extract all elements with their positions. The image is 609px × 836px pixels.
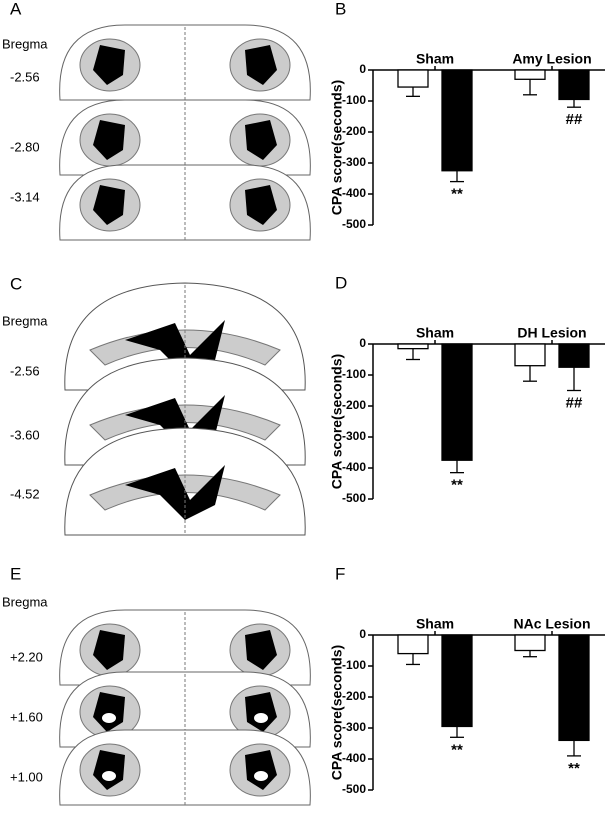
panel-label: D	[335, 273, 347, 292]
y-tick-label: -500	[342, 782, 366, 796]
lesion	[93, 692, 125, 732]
brain-section	[59, 24, 311, 101]
lesion	[245, 45, 277, 85]
lesion	[245, 120, 277, 160]
significance: **	[451, 186, 463, 203]
y-tick-label: -300	[342, 720, 366, 734]
y-tick-label: -300	[342, 155, 366, 169]
spared	[102, 713, 116, 723]
lesion	[93, 120, 125, 160]
bar	[558, 634, 590, 742]
y-tick-label: -200	[342, 398, 366, 412]
y-tick-label: -500	[342, 217, 366, 231]
bar	[441, 634, 473, 728]
bar	[514, 343, 546, 367]
y-tick-label: -500	[342, 491, 366, 505]
bregma-heading: Bregma	[2, 36, 48, 51]
y-tick-label: -200	[342, 124, 366, 138]
spared	[254, 713, 268, 723]
bregma-level: -3.14	[10, 189, 40, 204]
bar	[397, 69, 429, 88]
y-axis-label: CPA score(seconds)	[329, 645, 345, 780]
lesion	[245, 630, 277, 670]
significance: ##	[566, 111, 583, 128]
lesion	[93, 750, 125, 790]
y-axis-label: CPA score(seconds)	[329, 354, 345, 489]
y-tick-label: 0	[359, 627, 366, 641]
lesion	[245, 692, 277, 732]
spared	[102, 771, 116, 781]
y-tick-label: -200	[342, 689, 366, 703]
panel-label: A	[10, 0, 22, 18]
bregma-level: -2.56	[10, 363, 40, 378]
panel-label: E	[10, 564, 21, 583]
y-tick-label: -400	[342, 460, 366, 474]
bar	[514, 69, 546, 80]
group-label: Amy Lesion	[512, 51, 591, 67]
y-tick-label: -400	[342, 751, 366, 765]
y-tick-label: 0	[359, 336, 366, 350]
spared	[254, 771, 268, 781]
group-label: DH Lesion	[517, 325, 586, 341]
bar	[441, 343, 473, 461]
group-label: NAc Lesion	[513, 616, 590, 632]
brain-section	[64, 427, 306, 536]
lesion	[245, 750, 277, 790]
y-axis-label: CPA score(seconds)	[329, 80, 345, 215]
y-tick-label: -100	[342, 93, 366, 107]
panel-label: B	[335, 0, 346, 18]
brain-section	[59, 164, 311, 241]
bregma-level: +1.60	[10, 709, 43, 724]
significance: **	[451, 741, 463, 758]
significance: **	[451, 477, 463, 494]
significance: **	[568, 760, 580, 777]
bregma-level: -4.52	[10, 486, 40, 501]
y-tick-label: -400	[342, 186, 366, 200]
group-label: Sham	[416, 325, 454, 341]
panel-label: F	[335, 564, 345, 583]
y-tick-label: -100	[342, 367, 366, 381]
lesion	[93, 185, 125, 225]
lesion	[93, 630, 125, 670]
bar	[441, 69, 473, 172]
lesion	[125, 465, 225, 520]
bar	[514, 634, 546, 652]
bregma-level: -2.56	[10, 69, 40, 84]
brain-section	[59, 729, 311, 806]
lesion	[93, 45, 125, 85]
bregma-level: -3.60	[10, 427, 40, 442]
brain-section	[59, 99, 311, 176]
y-tick-label: -300	[342, 429, 366, 443]
brain-section	[59, 671, 311, 748]
lesion	[245, 185, 277, 225]
group-label: Sham	[416, 51, 454, 67]
brain-section	[64, 282, 306, 391]
bregma-level: -2.80	[10, 139, 40, 154]
y-tick-label: 0	[359, 62, 366, 76]
bregma-heading: Bregma	[2, 313, 48, 328]
brain-section	[59, 609, 311, 686]
bar	[397, 343, 429, 350]
y-tick-label: -100	[342, 658, 366, 672]
bregma-heading: Bregma	[2, 594, 48, 609]
group-label: Sham	[416, 616, 454, 632]
panel-label: C	[10, 274, 22, 293]
bar	[397, 634, 429, 655]
significance: ##	[566, 394, 583, 411]
bar	[558, 343, 590, 368]
bar	[558, 69, 590, 101]
bregma-level: +2.20	[10, 649, 43, 664]
bregma-level: +1.00	[10, 769, 43, 784]
